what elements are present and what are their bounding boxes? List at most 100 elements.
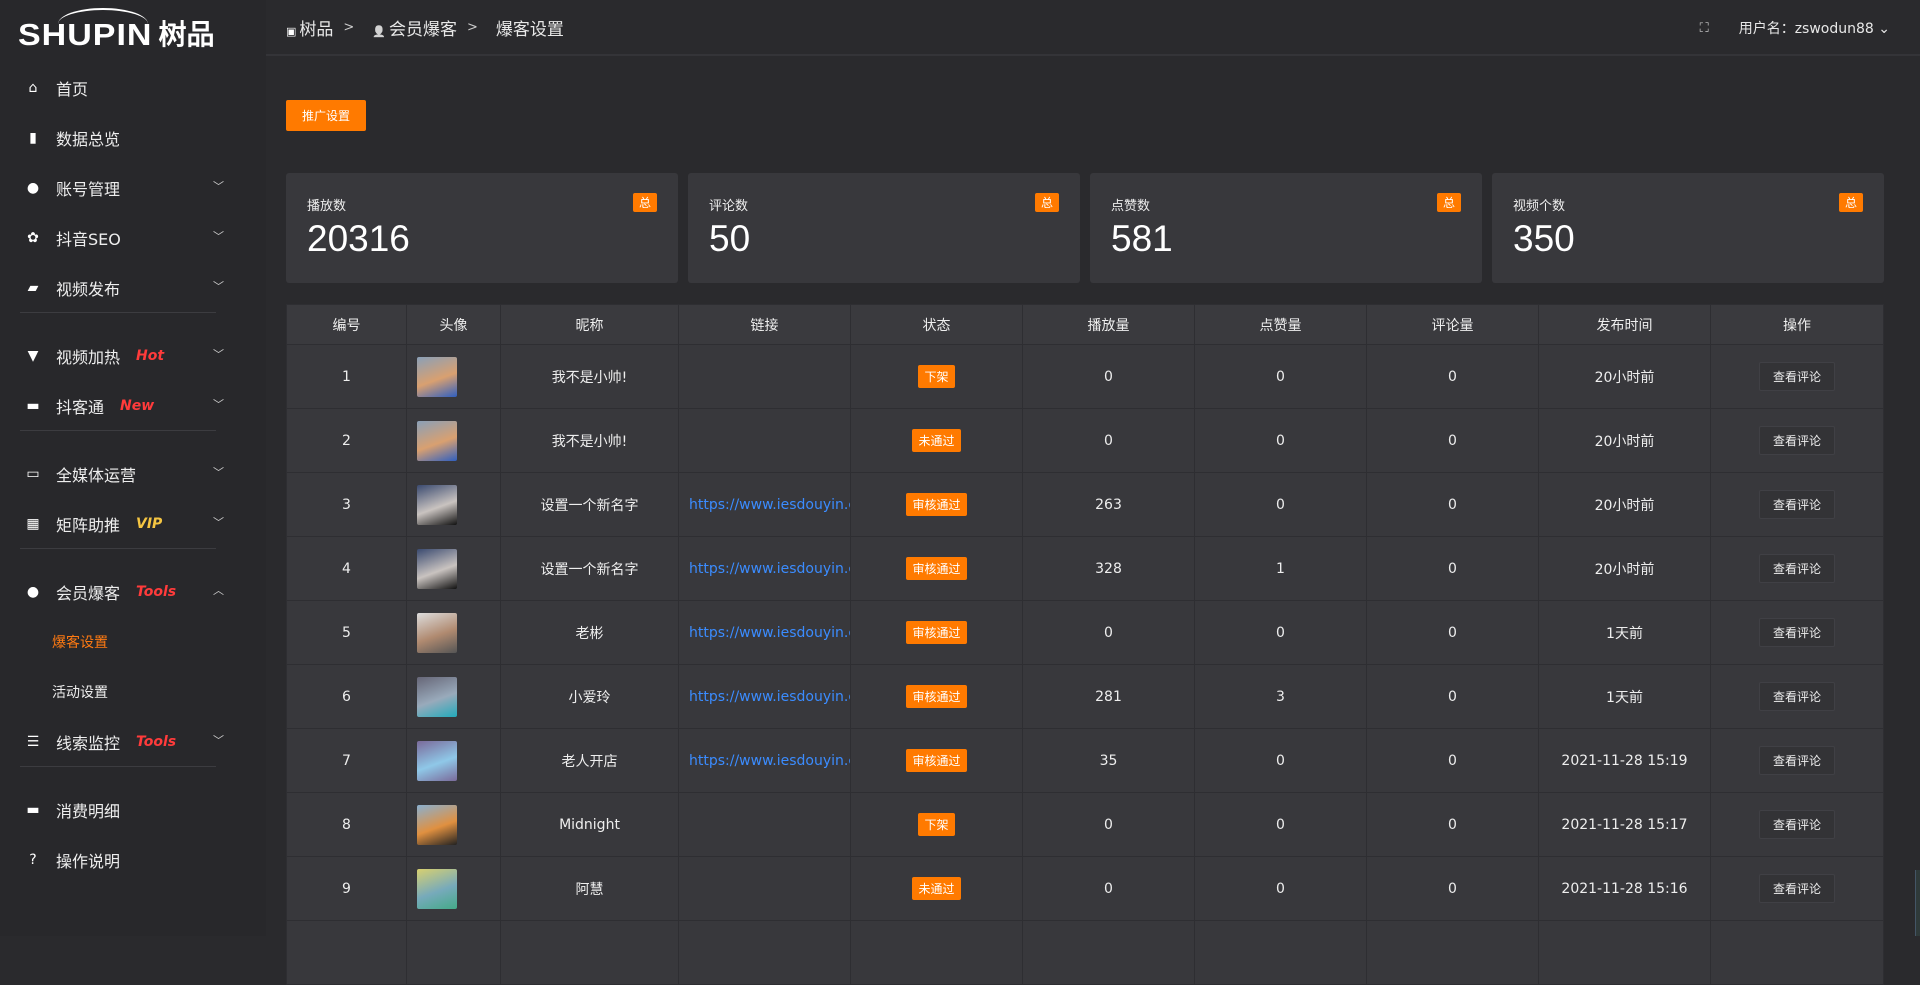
- view-comments-button[interactable]: 查看评论: [1758, 554, 1835, 583]
- view-comments-button[interactable]: 查看评论: [1758, 810, 1835, 839]
- breadcrumb-item[interactable]: 👤 会员爆客: [372, 15, 457, 40]
- stat-value: 581: [1111, 218, 1173, 259]
- view-comments-button[interactable]: 查看评论: [1758, 682, 1835, 711]
- table-row: 8 Midnight 下架 0 0 0 2021-11-28 15:17 查看评论: [286, 792, 1884, 857]
- fullscreen-icon[interactable]: ⛶: [1699, 20, 1709, 36]
- avatar: [417, 804, 457, 845]
- cell-empty: [1022, 920, 1195, 985]
- sidebar-item[interactable]: ▦ 矩阵助推 VIP ﹀: [0, 499, 266, 549]
- cell-avatar: [406, 472, 501, 537]
- cell-actions: 查看评论: [1710, 856, 1884, 921]
- stat-label: 视频个数: [1513, 199, 1566, 214]
- sidebar-item[interactable]: ● 会员爆客 Tools ︿: [0, 567, 266, 617]
- cell-empty: [286, 920, 407, 985]
- cell-avatar: [406, 792, 501, 857]
- column-header: 编号: [286, 304, 407, 345]
- sidebar-item[interactable]: ✿ 抖音SEO ﹀: [0, 213, 266, 263]
- cell-plays: 35: [1022, 728, 1195, 793]
- breadcrumb-label: 会员爆客: [389, 19, 458, 40]
- column-header: 昵称: [500, 304, 679, 345]
- sidebar-item[interactable]: ☰ 线索监控 Tools ﹀: [0, 717, 266, 767]
- chevron-down-icon: ﹀: [213, 516, 224, 529]
- stat-card: 视频个数 350 总: [1492, 173, 1884, 283]
- table-row: 2 我不是小帅! 未通过 0 0 0 20小时前 查看评论: [286, 408, 1884, 473]
- cell-comments: 0: [1366, 472, 1539, 537]
- breadcrumb-item[interactable]: 爆客设置: [496, 15, 564, 40]
- cell-id: 1: [286, 344, 407, 409]
- view-comments-button[interactable]: 查看评论: [1758, 362, 1835, 391]
- logo-text-en: SHUPIN: [18, 17, 153, 53]
- logo-arc: [58, 8, 148, 24]
- avatar: [417, 740, 457, 781]
- view-comments-button[interactable]: 查看评论: [1758, 490, 1835, 519]
- avatar: [417, 676, 457, 717]
- logo[interactable]: SHUPIN 树品: [18, 8, 214, 53]
- view-comments-button[interactable]: 查看评论: [1758, 874, 1835, 903]
- cell-comments: 0: [1366, 600, 1539, 665]
- cell-status: 审核通过: [850, 536, 1023, 601]
- cell-link[interactable]: https://www.iesdouyin.c: [678, 664, 851, 729]
- stat-card: 点赞数 581 总: [1090, 173, 1482, 283]
- user-icon: ●: [26, 584, 40, 600]
- table-row: 5 老彬 https://www.iesdouyin.c 审核通过 0 0 0 1天前 查看评论: [286, 600, 1884, 665]
- sidebar-item-label: 活动设置: [52, 685, 108, 701]
- sidebar-item[interactable]: ● 账号管理 ﹀: [0, 163, 266, 213]
- view-comments-button[interactable]: 查看评论: [1758, 618, 1835, 647]
- avatar: [417, 356, 457, 397]
- cell-status: 审核通过: [850, 600, 1023, 665]
- sidebar-item-label: 会员爆客: [56, 584, 121, 603]
- cell-actions: 查看评论: [1710, 344, 1884, 409]
- sidebar-item[interactable]: ▮ 数据总览: [0, 113, 266, 163]
- view-comments-button[interactable]: 查看评论: [1758, 426, 1835, 455]
- status-badge: 未通过: [912, 877, 961, 900]
- scrollbar[interactable]: [1915, 870, 1920, 936]
- cell-comments: 0: [1366, 408, 1539, 473]
- breadcrumb-label: 爆客设置: [495, 19, 564, 40]
- sidebar-nav: ⌂ 首页 ▮ 数据总览 ● 账号管理 ﹀ ✿ 抖音SEO ﹀ ▰ 视频发布 ﹀ ▼ 视频加热 Hot ﹀ ▬ 抖客通…: [0, 63, 266, 885]
- cell-comments: 0: [1366, 728, 1539, 793]
- breadcrumb-item[interactable]: ▣ 树品: [286, 15, 333, 40]
- sidebar-item[interactable]: ▬ 消费明细: [0, 785, 266, 835]
- avatar: [417, 548, 457, 589]
- cell-link[interactable]: https://www.iesdouyin.c: [678, 600, 851, 665]
- chevron-down-icon: ﹀: [213, 734, 224, 747]
- camera-icon: ▰: [27, 280, 39, 296]
- sidebar-item-label: 全媒体运营: [56, 466, 137, 485]
- cell-likes: 0: [1194, 600, 1367, 665]
- status-badge: 审核通过: [906, 749, 967, 772]
- chat-icon: ▬: [26, 398, 40, 414]
- home-icon: ⌂: [28, 80, 38, 96]
- stat-label: 评论数: [709, 199, 749, 214]
- sidebar-item[interactable]: ⌂ 首页: [0, 63, 266, 113]
- cell-status: 下架: [850, 344, 1023, 409]
- promo-settings-button[interactable]: 推广设置: [286, 100, 366, 131]
- cell-likes: 0: [1194, 344, 1367, 409]
- sidebar-item[interactable]: 爆客设置: [0, 617, 266, 667]
- cell-comments: 0: [1366, 344, 1539, 409]
- view-comments-button[interactable]: 查看评论: [1758, 746, 1835, 775]
- cell-avatar: [406, 664, 501, 729]
- table-row-partial: [286, 920, 1884, 985]
- sidebar: SHUPIN 树品 ⌂ 首页 ▮ 数据总览 ● 账号管理 ﹀ ✿ 抖音SEO ﹀ ▰ 视频发布 ﹀ ▼ 视频…: [0, 0, 266, 936]
- cell-avatar: [406, 536, 501, 601]
- cell-link[interactable]: https://www.iesdouyin.c: [678, 536, 851, 601]
- stat-value: 50: [709, 218, 751, 259]
- cell-likes: 1: [1194, 536, 1367, 601]
- cell-actions: 查看评论: [1710, 664, 1884, 729]
- cell-link[interactable]: https://www.iesdouyin.c: [678, 728, 851, 793]
- sidebar-item-label: 爆客设置: [52, 635, 108, 651]
- sidebar-item[interactable]: ▬ 抖客通 New ﹀: [0, 381, 266, 431]
- cell-link[interactable]: https://www.iesdouyin.c: [678, 472, 851, 537]
- sidebar-item[interactable]: 活动设置: [0, 667, 266, 717]
- user-menu[interactable]: 用户名：zswodun88 ⌄: [1739, 18, 1890, 38]
- sidebar-item[interactable]: ▼ 视频加热 Hot ﹀: [0, 331, 266, 381]
- sidebar-item[interactable]: ▰ 视频发布 ﹀: [0, 263, 266, 313]
- column-header: 发布时间: [1538, 304, 1711, 345]
- cell-id: 4: [286, 536, 407, 601]
- avatar: [417, 868, 457, 909]
- sidebar-item[interactable]: ▭ 全媒体运营 ﹀: [0, 449, 266, 499]
- cell-empty: [678, 920, 851, 985]
- sidebar-item[interactable]: ? 操作说明: [0, 835, 266, 885]
- sidebar-item-label: 账号管理: [56, 180, 121, 199]
- cell-nickname: 设置一个新名字: [500, 472, 679, 537]
